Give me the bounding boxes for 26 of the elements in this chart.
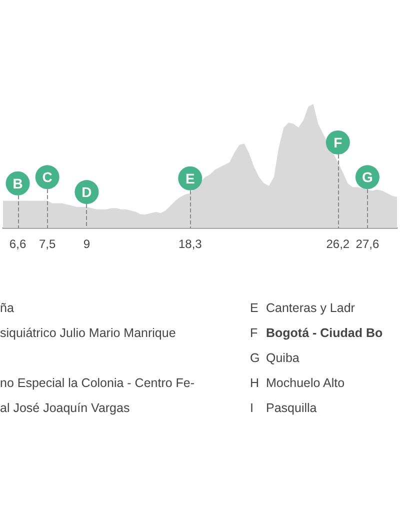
text: I [250,400,254,416]
annotation: D [82,184,92,200]
x-tick-label: 9 [83,237,90,251]
annotation: B [12,175,23,192]
text: no Especial la Colonia - Centro Fe- [0,375,195,391]
text: E [250,300,258,316]
x-tick-label: 7,5 [38,237,56,251]
text: Mochuelo Alto [266,375,345,391]
annotation: F [334,134,343,150]
text: Bogotá - Ciudad Bo [266,325,383,341]
annotation: G [362,169,374,186]
text: Canteras y Ladr [266,300,355,316]
text: Pasquilla [266,400,317,416]
x-tick-label: 27,6 [356,237,380,251]
text: ña [0,300,14,316]
annotation: C [42,169,52,186]
text: H [250,375,260,391]
text: F [250,325,258,341]
x-tick-label: 26,2 [326,237,350,251]
text: al José Joaquín Vargas [0,400,130,416]
x-tick-label: 6,6 [9,237,26,251]
text: G [250,350,260,366]
annotation: E [185,170,195,186]
text: siquiátrico Julio Mario Manrique [0,325,176,341]
x-tick-label: 18,3 [178,237,202,251]
text: Quiba [266,350,300,366]
